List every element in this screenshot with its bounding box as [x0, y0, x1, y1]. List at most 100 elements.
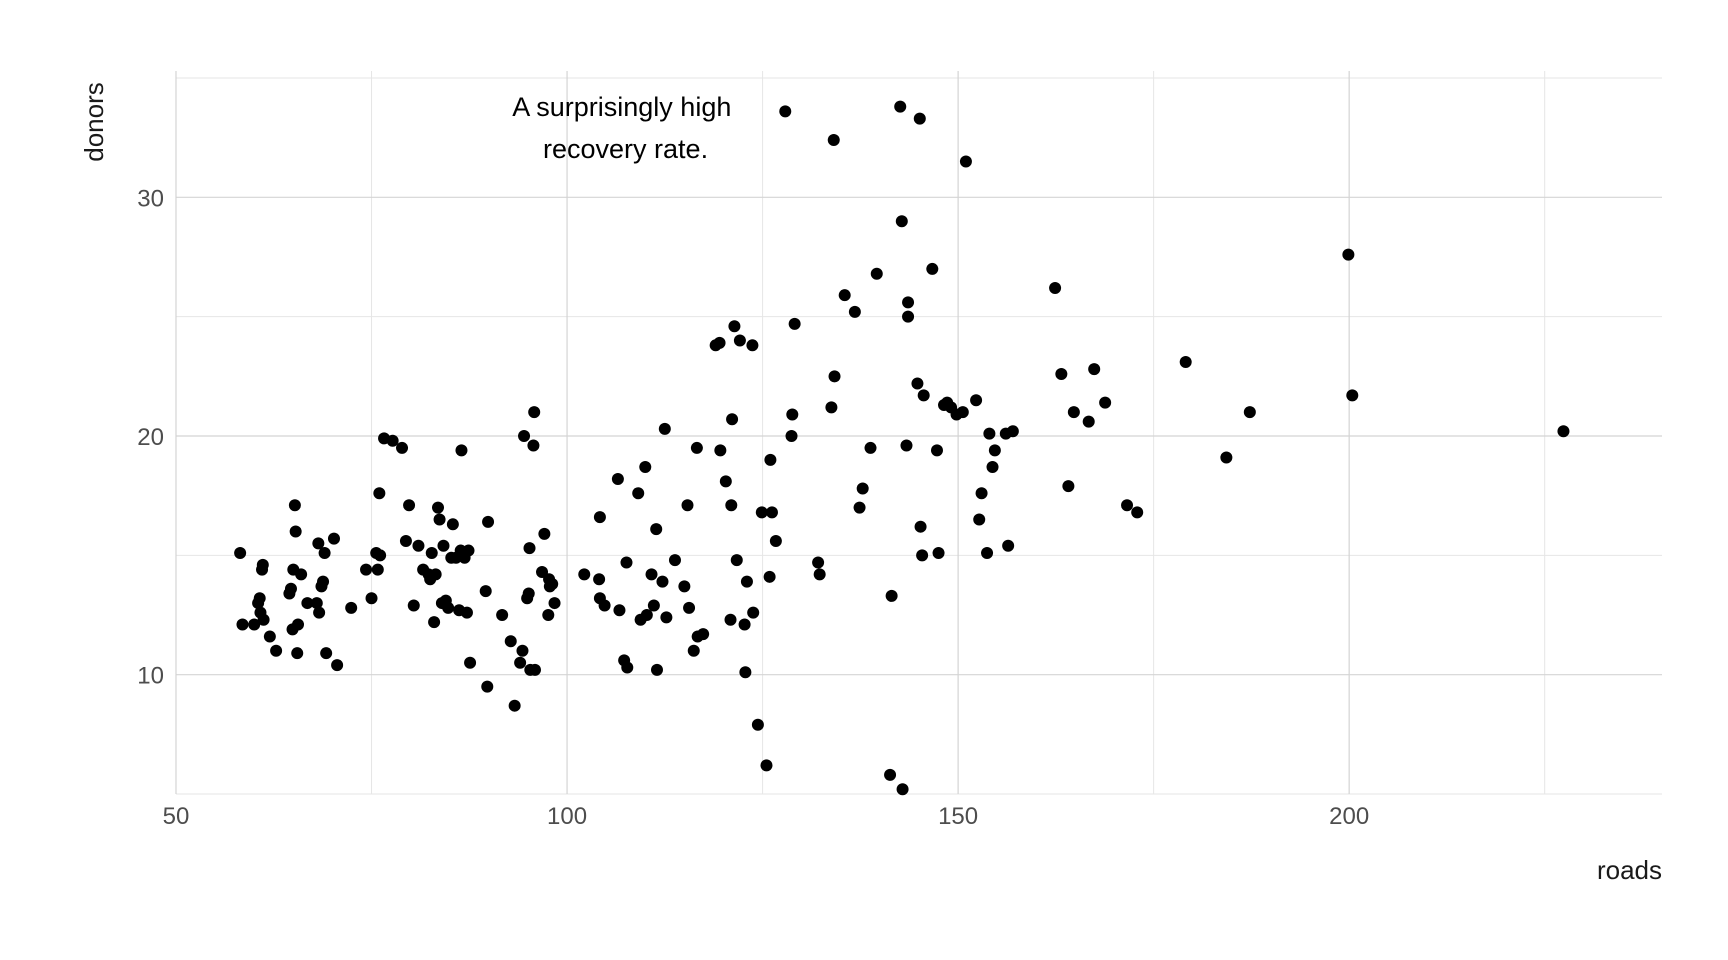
data-point	[760, 759, 773, 772]
data-point	[496, 609, 509, 621]
data-point	[763, 570, 776, 583]
data-point	[1346, 389, 1359, 402]
data-point	[647, 599, 660, 612]
data-point	[650, 663, 663, 676]
data-point	[656, 575, 669, 588]
data-point	[548, 597, 561, 610]
data-point	[318, 546, 331, 559]
data-point	[1179, 356, 1192, 369]
data-point	[726, 413, 739, 426]
data-point	[437, 539, 450, 552]
data-point	[248, 618, 261, 631]
data-point	[317, 575, 330, 588]
data-point	[611, 472, 624, 485]
data-point	[755, 506, 768, 519]
data-point	[645, 568, 658, 581]
data-point	[518, 430, 531, 442]
data-point	[1062, 480, 1075, 493]
data-point	[650, 523, 663, 536]
data-point	[403, 499, 416, 512]
data-point	[593, 573, 606, 586]
data-point	[639, 461, 652, 474]
data-point	[896, 783, 909, 796]
x-tick-label: 150	[938, 803, 978, 830]
data-point	[632, 487, 645, 500]
data-point	[345, 601, 358, 614]
data-point	[256, 558, 269, 571]
data-point	[730, 554, 743, 567]
data-point	[310, 597, 323, 610]
data-point	[425, 546, 438, 559]
data-point	[1082, 415, 1095, 428]
data-point	[813, 568, 826, 581]
data-point	[236, 618, 249, 631]
data-point	[959, 155, 972, 168]
data-point	[620, 556, 633, 569]
data-point	[856, 482, 869, 495]
data-point	[825, 401, 838, 414]
y-tick-label: 10	[137, 663, 164, 690]
data-point	[462, 544, 475, 557]
x-tick-label: 200	[1329, 803, 1369, 830]
data-point	[429, 568, 442, 581]
data-point	[983, 427, 996, 440]
data-point	[719, 475, 732, 488]
data-point	[739, 666, 752, 679]
data-point	[527, 439, 540, 452]
data-point	[1342, 248, 1355, 261]
data-point	[848, 305, 861, 318]
data-point	[516, 644, 529, 657]
data-point	[956, 406, 969, 419]
data-point	[911, 377, 924, 390]
data-point	[697, 628, 710, 641]
data-point	[765, 506, 778, 519]
data-point	[930, 444, 943, 457]
data-point	[508, 699, 521, 712]
data-point	[812, 556, 825, 569]
data-point	[523, 542, 536, 555]
data-point	[446, 518, 459, 531]
data-point	[988, 444, 1001, 457]
data-point	[970, 394, 983, 407]
data-point	[289, 525, 302, 538]
data-point	[234, 546, 247, 559]
data-point	[327, 532, 340, 545]
data-point	[926, 262, 939, 275]
data-point	[613, 604, 626, 617]
data-point	[288, 499, 301, 512]
data-point	[884, 768, 897, 781]
data-point	[504, 635, 517, 648]
data-point	[981, 546, 994, 559]
data-point	[902, 310, 915, 323]
data-point	[464, 656, 477, 669]
data-point	[724, 613, 737, 626]
data-point	[1220, 451, 1233, 464]
data-point	[838, 289, 851, 302]
data-point	[738, 618, 751, 631]
data-point	[681, 499, 694, 512]
data-point	[1049, 282, 1062, 295]
data-point	[331, 659, 344, 672]
data-point	[713, 336, 726, 349]
grid	[175, 71, 1662, 795]
data-point	[902, 296, 915, 309]
data-point	[917, 389, 930, 402]
data-point	[482, 515, 495, 528]
data-point	[828, 370, 841, 383]
y-axis-ticks: 10 20 30	[137, 185, 164, 689]
data-point	[1557, 425, 1570, 438]
data-point	[779, 105, 792, 118]
data-point	[373, 487, 386, 500]
data-point	[578, 568, 591, 581]
data-point	[975, 487, 988, 500]
x-axis-title: roads	[1597, 855, 1662, 885]
annotation-text: A surprisingly high recovery rate.	[512, 92, 731, 164]
data-point	[788, 317, 801, 330]
data-point	[270, 644, 283, 657]
data-point	[292, 618, 305, 631]
data-point	[528, 406, 541, 419]
data-point	[668, 554, 681, 567]
data-point	[914, 520, 927, 533]
data-point	[284, 582, 297, 595]
data-point	[312, 537, 325, 550]
